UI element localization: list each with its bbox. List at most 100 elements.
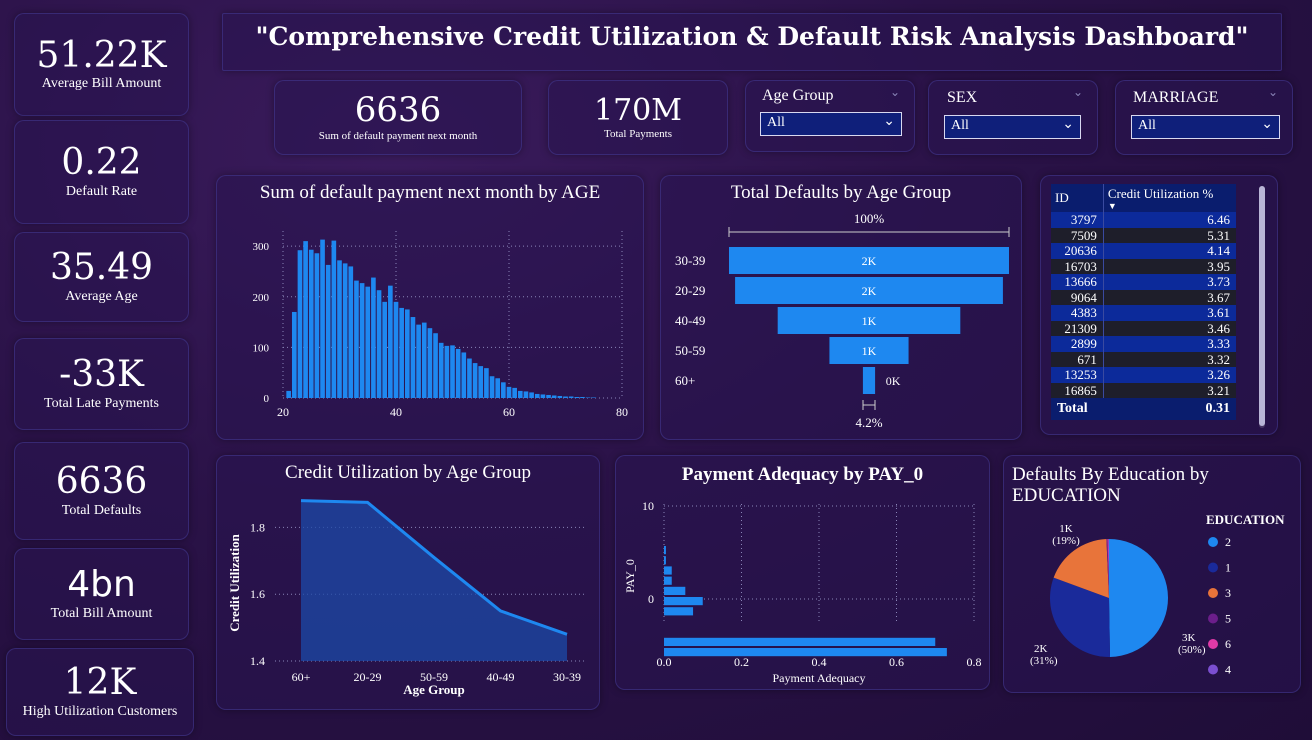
table-row[interactable]: 9064 3.67	[1051, 289, 1236, 305]
funnel-bar[interactable]	[729, 247, 1009, 274]
age-bar[interactable]	[286, 390, 291, 398]
chevron-down-icon[interactable]: ⌄	[1062, 117, 1074, 132]
pay0-bar[interactable]	[664, 586, 686, 595]
pay0-bar[interactable]	[664, 607, 694, 616]
pay0-bar[interactable]	[664, 546, 666, 555]
age-bar[interactable]	[580, 396, 585, 398]
legend-label[interactable]: 1	[1225, 561, 1231, 575]
pay0-bar[interactable]	[664, 648, 947, 657]
slicer-marriage[interactable]: MARRIAGE ⌄ All ⌄	[1115, 80, 1293, 155]
age-bar[interactable]	[484, 368, 489, 398]
chevron-down-icon[interactable]: ⌄	[1072, 85, 1083, 99]
pie-slice[interactable]	[1053, 539, 1109, 598]
table-row[interactable]: 3797 6.46	[1051, 212, 1236, 228]
age-bar[interactable]	[433, 333, 438, 398]
table-row[interactable]: 671 3.32	[1051, 351, 1236, 367]
age-bar[interactable]	[568, 396, 574, 398]
age-bar[interactable]	[557, 395, 563, 398]
funnel-bar[interactable]	[777, 307, 961, 334]
table-row[interactable]: 21309 3.46	[1051, 320, 1236, 336]
pay0-bar[interactable]	[664, 556, 666, 565]
age-bar[interactable]	[512, 387, 517, 398]
age-bar[interactable]	[365, 286, 371, 398]
age-bar[interactable]	[354, 280, 359, 398]
age-bar[interactable]	[393, 301, 399, 398]
age-bar[interactable]	[455, 348, 461, 398]
legend-label[interactable]: 2	[1225, 535, 1231, 549]
age-bar[interactable]	[467, 358, 472, 398]
age-bar[interactable]	[410, 317, 416, 398]
age-bar[interactable]	[529, 392, 534, 398]
age-bar[interactable]	[388, 285, 393, 398]
table-row[interactable]: 2899 3.33	[1051, 336, 1236, 352]
table-row[interactable]: 16703 3.95	[1051, 258, 1236, 274]
pay0-bar[interactable]	[664, 576, 672, 585]
chevron-down-icon[interactable]: ⌄	[889, 85, 900, 99]
age-bar[interactable]	[404, 309, 410, 398]
table-header-id[interactable]: ID	[1051, 184, 1104, 212]
age-bar[interactable]	[523, 391, 529, 398]
age-bar[interactable]	[421, 322, 427, 398]
age-bar[interactable]	[342, 263, 348, 398]
table-row[interactable]: 13253 3.26	[1051, 367, 1236, 383]
age-bar[interactable]	[517, 390, 523, 398]
age-bar[interactable]	[399, 307, 404, 398]
funnel-bar[interactable]	[862, 367, 876, 394]
age-bar[interactable]	[574, 396, 580, 398]
pie-slice[interactable]	[1050, 577, 1111, 657]
chevron-down-icon[interactable]: ⌄	[1261, 117, 1273, 132]
age-bar[interactable]	[540, 394, 546, 398]
age-bar[interactable]	[291, 311, 297, 398]
age-bar[interactable]	[501, 382, 506, 398]
table-row[interactable]: 4383 3.61	[1051, 305, 1236, 321]
age-bar[interactable]	[348, 266, 354, 398]
slicer-age-group[interactable]: Age Group ⌄ All ⌄	[745, 80, 915, 152]
pay0-bar[interactable]	[664, 566, 672, 575]
age-bar[interactable]	[563, 396, 568, 398]
chevron-down-icon[interactable]: ⌄	[883, 114, 895, 129]
age-bar[interactable]	[308, 249, 314, 398]
sex-dropdown[interactable]: All ⌄	[944, 115, 1081, 139]
legend-label[interactable]: 6	[1225, 637, 1231, 651]
table-row[interactable]: 13666 3.73	[1051, 274, 1236, 290]
table-scrollbar[interactable]	[1259, 186, 1265, 428]
age-bar[interactable]	[331, 240, 337, 398]
slicer-sex[interactable]: SEX ⌄ All ⌄	[928, 80, 1098, 155]
age-bar[interactable]	[382, 301, 388, 398]
age-bar[interactable]	[478, 366, 484, 398]
funnel-bar[interactable]	[735, 277, 1003, 304]
legend-label[interactable]: 4	[1225, 663, 1231, 677]
marriage-dropdown[interactable]: All ⌄	[1131, 115, 1280, 139]
age-bar[interactable]	[450, 345, 455, 398]
age-bar[interactable]	[551, 395, 557, 398]
age-bar[interactable]	[591, 397, 597, 398]
age-bar[interactable]	[495, 378, 501, 398]
age-group-dropdown[interactable]: All ⌄	[760, 112, 902, 136]
table-header-credit-utilization[interactable]: Credit Utilization % ▼	[1103, 184, 1236, 212]
age-bar[interactable]	[489, 376, 495, 398]
age-bar[interactable]	[461, 352, 467, 398]
age-bar[interactable]	[585, 397, 591, 398]
age-bar[interactable]	[427, 328, 433, 398]
pie-slice[interactable]	[1109, 539, 1168, 657]
pay0-bar[interactable]	[664, 637, 936, 646]
age-bar[interactable]	[444, 345, 450, 398]
age-bar[interactable]	[534, 393, 540, 398]
table-row[interactable]: 20636 4.14	[1051, 243, 1236, 259]
age-bar[interactable]	[472, 363, 478, 398]
age-bar[interactable]	[546, 394, 551, 398]
pie-slice[interactable]	[1106, 539, 1109, 598]
funnel-bar[interactable]	[829, 337, 909, 364]
credit-utilization-table[interactable]: ID Credit Utilization % ▼ 3797 6.46 7509 5.…	[1040, 175, 1278, 435]
age-bar[interactable]	[416, 324, 421, 398]
age-bar[interactable]	[376, 290, 382, 398]
table-row[interactable]: 7509 5.31	[1051, 227, 1236, 243]
age-bar[interactable]	[438, 342, 444, 398]
table-row[interactable]: 16865 3.21	[1051, 382, 1236, 398]
age-bar[interactable]	[337, 260, 342, 398]
age-bar[interactable]	[325, 264, 331, 398]
chevron-down-icon[interactable]: ⌄	[1267, 85, 1278, 99]
age-bar[interactable]	[371, 277, 376, 398]
legend-label[interactable]: 5	[1225, 612, 1231, 626]
legend-label[interactable]: 3	[1225, 586, 1231, 600]
